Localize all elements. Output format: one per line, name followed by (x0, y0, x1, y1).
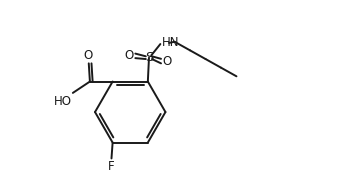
Text: S: S (145, 51, 153, 64)
Text: O: O (163, 55, 172, 68)
Text: F: F (108, 160, 115, 173)
Text: HO: HO (54, 95, 72, 108)
Text: O: O (124, 49, 134, 62)
Text: O: O (83, 49, 92, 62)
Text: HN: HN (162, 36, 180, 49)
